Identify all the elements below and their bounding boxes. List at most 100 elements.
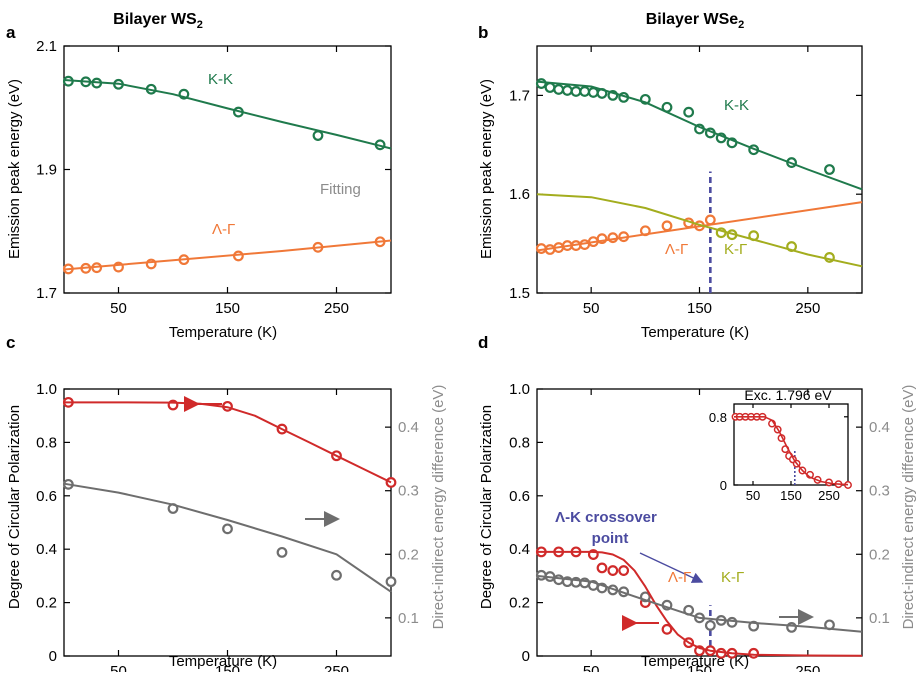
panel-c-ytick-label: 0.4 <box>36 541 57 558</box>
panel-d-letter: d <box>478 333 488 352</box>
panel-d-y2tick-label: 0.3 <box>869 483 890 500</box>
panel-c-y2tick-label: 0.1 <box>398 610 419 627</box>
panel-b-letter: b <box>478 23 488 42</box>
chart-marks: 50 150 250 1.7 1.9 2.1 50 150 250 1.5 1.6 1.7 50 150 2… <box>36 38 890 677</box>
panel-d-axes: Temperature (K) Degree of Circular Polar… <box>478 385 917 670</box>
panel-a--fit-line <box>63 239 392 271</box>
panel-d-ytick-label: 1.0 <box>509 381 530 398</box>
panel-c-ytick-label: 0.6 <box>36 488 57 505</box>
panel-a-k-k-fit-line <box>63 79 392 150</box>
panel-a-label-lambda-gamma: Λ-Γ <box>212 221 235 238</box>
panel-b-ytick-label: 1.6 <box>509 186 530 203</box>
panel-b-label-lambda-gamma: Λ-Γ <box>665 241 688 258</box>
panel-a-xlabel: Temperature (K) <box>169 324 277 341</box>
panel-b-xlabel: Temperature (K) <box>641 324 749 341</box>
panel-a-label-fitting: Fitting <box>320 181 361 198</box>
panel-a-ytick-label: 2.1 <box>36 38 57 55</box>
panel-c-frame <box>63 388 392 657</box>
panel-c-letter: c <box>6 333 15 352</box>
panel-c-y2tick-label: 0.2 <box>398 546 419 563</box>
panel-a-ytick-label: 1.9 <box>36 162 57 179</box>
panel-c-xtick-label: 150 <box>215 663 240 672</box>
panel-d-polarization-point <box>661 623 673 635</box>
panel-d-y2tick-label: 0.4 <box>869 419 890 436</box>
panel-b-ylabel: Emission peak energy (eV) <box>478 79 495 259</box>
panel-d-y2tick-label: 0.2 <box>869 546 890 563</box>
panel-d-energy-difference-point <box>553 574 565 586</box>
panel-d-ytick-label: 0.2 <box>509 595 530 612</box>
panel-c-axes: Temperature (K) Degree of Circular Polar… <box>6 385 447 670</box>
panel-c-y2tick-label: 0.3 <box>398 483 419 500</box>
panel-d-inset-xtick-label: 250 <box>818 488 840 503</box>
panel-b-xtick-label: 150 <box>687 300 712 317</box>
panel-a-ytick-label: 1.7 <box>36 285 57 302</box>
panel-a-title: Bilayer WS2 <box>113 11 203 31</box>
panel-d-ytick-label: 0.6 <box>509 488 530 505</box>
panel-d-polarization-point <box>596 562 608 574</box>
panel-d-ytick-label: 0 <box>522 648 530 665</box>
panel-c-ytick-label: 0.8 <box>36 434 57 451</box>
panel-b-label-k-gamma: K-Γ <box>724 241 747 258</box>
panel-a-letter: a <box>6 23 16 42</box>
panel-c-y2label: Direct-indirect energy difference (eV) <box>430 385 447 630</box>
panel-b-k-fit-line <box>536 193 863 268</box>
panel-b-k-k-point <box>561 85 573 96</box>
panel-b--point <box>661 220 673 232</box>
panel-d-polarization-point <box>618 565 630 576</box>
panel-c-ytick-label: 0.2 <box>36 595 57 612</box>
panel-d-crossover-point-label: point <box>592 530 629 547</box>
panel-d-xtick-label: 250 <box>795 663 820 672</box>
panel-a-plot: 50 150 250 1.7 1.9 2.1 <box>36 38 392 317</box>
panel-d-energy-difference-point <box>704 620 716 631</box>
panel-a-xtick-label: 150 <box>215 300 240 317</box>
panel-d-inset-xtick-label: 50 <box>746 488 760 503</box>
panel-b-k-k-point <box>553 84 565 95</box>
panel-b-plot: 50 150 250 1.5 1.6 1.7 <box>509 45 863 317</box>
panel-c-energy-difference-fit-line <box>63 482 392 593</box>
panel-c-xtick-label: 50 <box>110 663 127 672</box>
panel-b-xtick-label: 250 <box>795 300 820 317</box>
panel-c-xlabel: Temperature (K) <box>169 653 277 670</box>
panel-c-energy-difference-point <box>222 523 233 535</box>
panel-d-inset-ytick-label: 0 <box>720 478 727 493</box>
panel-b--point <box>704 214 716 226</box>
panel-c-ytick-label: 0 <box>49 648 57 665</box>
panel-a-ylabel: Emission peak energy (eV) <box>6 79 23 259</box>
panel-b-ytick-label: 1.7 <box>509 87 530 104</box>
panel-b--fit-line <box>536 201 863 252</box>
panel-d-y2label: Direct-indirect energy difference (eV) <box>900 385 917 630</box>
panel-b-k-k-point <box>579 86 591 97</box>
panel-b-ytick-label: 1.5 <box>509 285 530 302</box>
panel-d-energy-difference-point <box>786 621 797 633</box>
panel-a-k-k-point <box>312 130 324 141</box>
panel-b-k-k-point <box>570 86 582 97</box>
panel-d-y2tick-label: 0.1 <box>869 610 890 627</box>
panel-b--point <box>607 232 619 244</box>
panel-b-axes: Temperature (K) Emission peak energy (eV… <box>478 79 749 341</box>
panel-d-label-lambda-gamma: Λ-Γ <box>668 569 691 586</box>
panel-b-k-k-point <box>535 78 547 89</box>
panel-b-k-k-point <box>587 87 599 98</box>
panel-a-axes: Temperature (K) Emission peak energy (eV… <box>6 71 361 341</box>
panel-c-plot: 50 150 250 0 0.2 0.4 0.6 0.8 1.0 0.1 0.2 0.3 0.4 <box>36 381 419 677</box>
panel-c-polarization-fit-line <box>64 401 392 484</box>
panel-b-k-k-point <box>544 82 556 93</box>
panel-b-k-k-point <box>824 164 835 175</box>
panel-c-ylabel: Degree of Circular Polarization <box>6 405 23 609</box>
panel-d-polarization-point <box>607 565 619 576</box>
panel-d-ytick-label: 0.8 <box>509 434 530 451</box>
panel-d-ytick-label: 0.4 <box>509 541 530 558</box>
panel-d-xtick-label: 150 <box>687 663 712 672</box>
panel-d-polarization-point <box>748 647 760 659</box>
panel-b-title: Bilayer WSe2 <box>646 11 745 31</box>
panel-d-inset-ytick-label: 0.8 <box>709 410 727 425</box>
panel-c-energy-difference-point <box>385 576 397 588</box>
panel-d-inset-xtick-label: 150 <box>780 488 802 503</box>
panel-d-crossover-label: Λ-K crossover <box>555 509 657 526</box>
panel-d-energy-difference-point <box>726 616 738 628</box>
panel-d-label-k-gamma: K-Γ <box>721 569 744 586</box>
panel-d-xtick-label: 50 <box>583 663 600 672</box>
panel-b-k-k-fit-line <box>536 80 863 191</box>
panel-a-xtick-label: 50 <box>110 300 127 317</box>
